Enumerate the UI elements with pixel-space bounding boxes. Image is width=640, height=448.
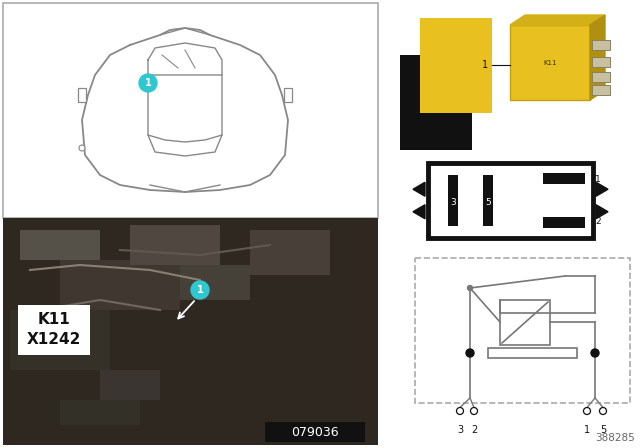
Circle shape (191, 281, 209, 299)
Bar (400, 55, 472, 150)
Bar (428, 163, 593, 238)
Polygon shape (413, 205, 425, 219)
Bar (3, 218, 378, 445)
Bar (180, 265, 250, 300)
Bar (592, 40, 610, 50)
Text: 1: 1 (482, 60, 488, 70)
Bar (130, 225, 220, 265)
Bar (420, 18, 492, 113)
Circle shape (591, 349, 599, 357)
Bar (488, 348, 577, 358)
Text: 2: 2 (595, 217, 600, 227)
Text: 2: 2 (471, 425, 477, 435)
Circle shape (600, 408, 607, 414)
Bar (10, 310, 110, 370)
Circle shape (584, 408, 591, 414)
Bar (250, 230, 330, 275)
Bar (510, 25, 590, 100)
Circle shape (139, 74, 157, 92)
Text: 079036: 079036 (291, 426, 339, 439)
Polygon shape (510, 15, 605, 25)
Text: 1: 1 (595, 175, 601, 184)
Bar (60, 400, 140, 425)
Bar (265, 422, 365, 442)
Text: 5: 5 (485, 198, 491, 207)
Circle shape (466, 349, 474, 357)
Text: 1: 1 (145, 78, 152, 88)
Bar (415, 258, 630, 403)
Polygon shape (596, 182, 608, 196)
Bar (448, 175, 458, 226)
Circle shape (79, 145, 85, 151)
Polygon shape (590, 15, 605, 100)
Circle shape (467, 285, 472, 290)
Bar (60, 260, 180, 310)
Bar (543, 173, 585, 184)
Bar (592, 57, 610, 67)
Bar (20, 230, 100, 260)
Text: K11: K11 (38, 311, 70, 327)
Bar (100, 370, 160, 400)
Polygon shape (596, 205, 608, 219)
Bar (284, 88, 292, 102)
Bar (592, 85, 610, 95)
Text: 388285: 388285 (595, 433, 635, 443)
Bar (18, 305, 90, 355)
Circle shape (470, 408, 477, 414)
Text: 3: 3 (450, 198, 456, 207)
Text: 5: 5 (600, 425, 606, 435)
Text: 3: 3 (457, 425, 463, 435)
Bar (483, 175, 493, 226)
Text: K11: K11 (543, 60, 557, 66)
Text: 1: 1 (584, 425, 590, 435)
Bar (78, 88, 86, 102)
Bar (543, 217, 585, 228)
Bar (592, 72, 610, 82)
Text: 1: 1 (196, 285, 204, 295)
Text: X1242: X1242 (27, 332, 81, 346)
Polygon shape (413, 182, 425, 196)
Circle shape (456, 408, 463, 414)
Bar (500, 300, 550, 345)
Bar (3, 3, 378, 218)
